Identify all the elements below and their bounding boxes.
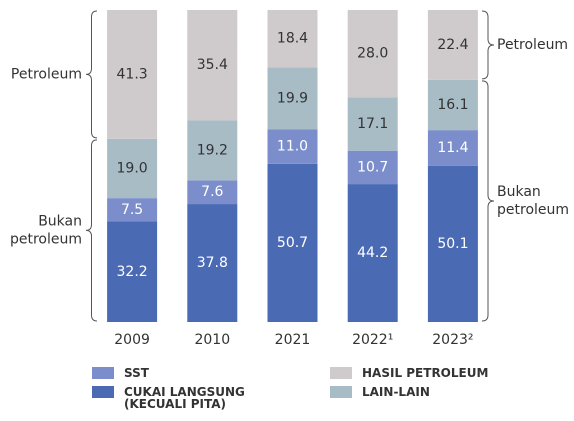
value-label: 17.1	[357, 116, 388, 132]
value-label: 19.2	[197, 142, 228, 158]
bar-segment	[187, 10, 238, 121]
bar-segment	[427, 79, 478, 131]
annotation: Petroleum	[497, 37, 568, 53]
brace	[85, 10, 98, 139]
value-label: 19.0	[117, 160, 148, 176]
value-label: 32.2	[117, 264, 148, 280]
bar-segment	[187, 180, 238, 205]
chart: 32.2 7.5 19.0 41.3 2009 37.8 7.6 19.2 35.4 2010 50…	[10, 10, 569, 348]
value-label: 19.9	[277, 90, 308, 106]
bar-segment	[347, 150, 398, 185]
value-label: 7.6	[201, 184, 223, 200]
legend-swatch	[330, 367, 352, 379]
bar-segment	[427, 10, 478, 80]
value-label: 50.1	[437, 236, 468, 252]
legend-label: LAIN-LAIN	[362, 385, 430, 399]
legend-swatch	[330, 386, 352, 398]
annotation: Bukan	[38, 213, 82, 229]
value-label: 7.5	[121, 202, 143, 218]
bar-segment	[347, 97, 398, 151]
bar-segment	[267, 10, 318, 68]
value-label: 18.4	[277, 31, 308, 47]
legend-item: HASIL PETROLEUM	[330, 367, 522, 379]
annotation: petroleum	[10, 231, 82, 247]
value-label: 11.4	[437, 140, 468, 156]
x-tick-label: 2009	[114, 332, 150, 348]
brace	[481, 10, 495, 80]
bar-segment	[267, 67, 318, 130]
legend-label: HASIL PETROLEUM	[362, 366, 489, 380]
bar-segment	[427, 165, 478, 322]
value-label: 44.2	[357, 245, 388, 261]
value-label: 41.3	[117, 66, 148, 82]
value-label: 10.7	[357, 159, 388, 175]
bar-segment	[107, 221, 158, 322]
annotation: Petroleum	[11, 66, 82, 82]
bar-segment	[107, 10, 158, 139]
annotation: petroleum	[497, 202, 569, 218]
x-tick-label: 2023²	[432, 332, 473, 348]
legend-item: CUKAI LANGSUNG (KECUALI PITA)	[92, 386, 284, 410]
bar-segment	[187, 204, 238, 322]
value-label: 22.4	[437, 37, 468, 53]
annotation: Bukan	[497, 184, 541, 200]
value-label: 11.0	[277, 139, 308, 155]
x-tick-label: 2021	[275, 332, 311, 348]
legend-label: SST	[124, 366, 149, 380]
bar-segment	[267, 129, 318, 164]
value-label: 35.4	[197, 57, 228, 73]
legend-label: CUKAI LANGSUNG (KECUALI PITA)	[124, 385, 245, 411]
bar-segment	[347, 184, 398, 322]
x-tick-label: 2022¹	[352, 332, 393, 348]
value-label: 50.7	[277, 235, 308, 251]
legend-swatch	[92, 367, 114, 379]
value-label: 37.8	[197, 255, 228, 271]
value-label: 28.0	[357, 46, 388, 62]
bar-segment	[427, 130, 478, 166]
bar-segment	[267, 163, 318, 322]
bar-segment	[347, 10, 398, 98]
bar-segment	[107, 138, 158, 199]
brace	[85, 139, 98, 322]
bar-segment	[107, 198, 158, 222]
brace	[481, 80, 495, 322]
legend-item: SST	[92, 367, 284, 379]
value-label: 16.1	[437, 97, 468, 113]
legend-swatch	[92, 386, 114, 398]
legend-item: LAIN-LAIN	[330, 386, 522, 398]
x-tick-label: 2010	[194, 332, 230, 348]
bar-segment	[187, 120, 238, 181]
